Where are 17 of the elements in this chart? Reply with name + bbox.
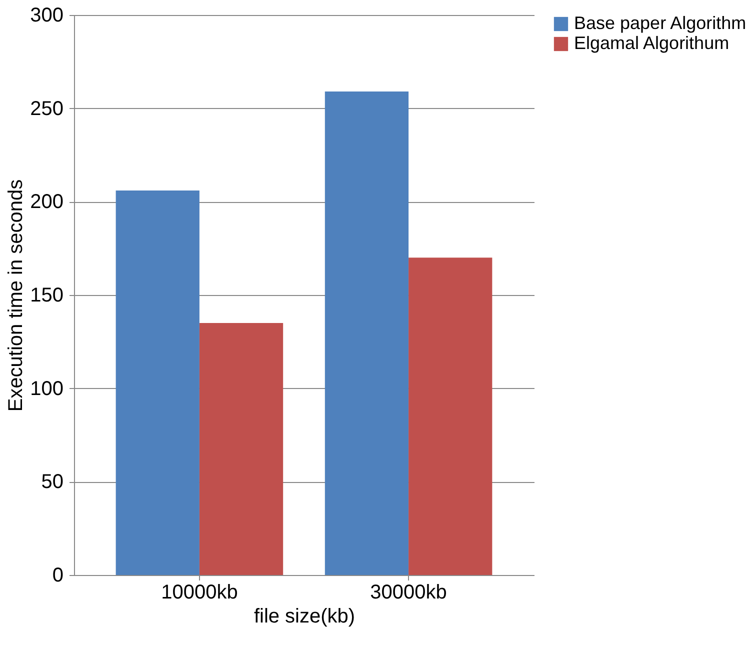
bar [199,323,284,575]
y-axis-title: Execution time in seconds [5,179,28,412]
bar [408,258,492,575]
legend-label: Base paper Algorithm [574,13,746,33]
x-axis-title: file size(kb) [254,606,356,628]
x-tick-label: 30000kb [370,582,447,604]
y-tick-label: 50 [41,471,64,494]
x-tick-label: 10000kb [161,582,238,604]
bar [324,92,409,575]
bar [116,190,200,575]
y-tick-label: 150 [30,284,64,306]
y-tick-label: 100 [30,378,64,400]
y-tick-label: 0 [52,564,64,586]
legend-label: Elgamal Algorithum [574,33,730,53]
y-tick-label: 200 [30,191,64,214]
y-tick-label: 250 [30,98,64,120]
y-tick-label: 300 [30,4,64,26]
